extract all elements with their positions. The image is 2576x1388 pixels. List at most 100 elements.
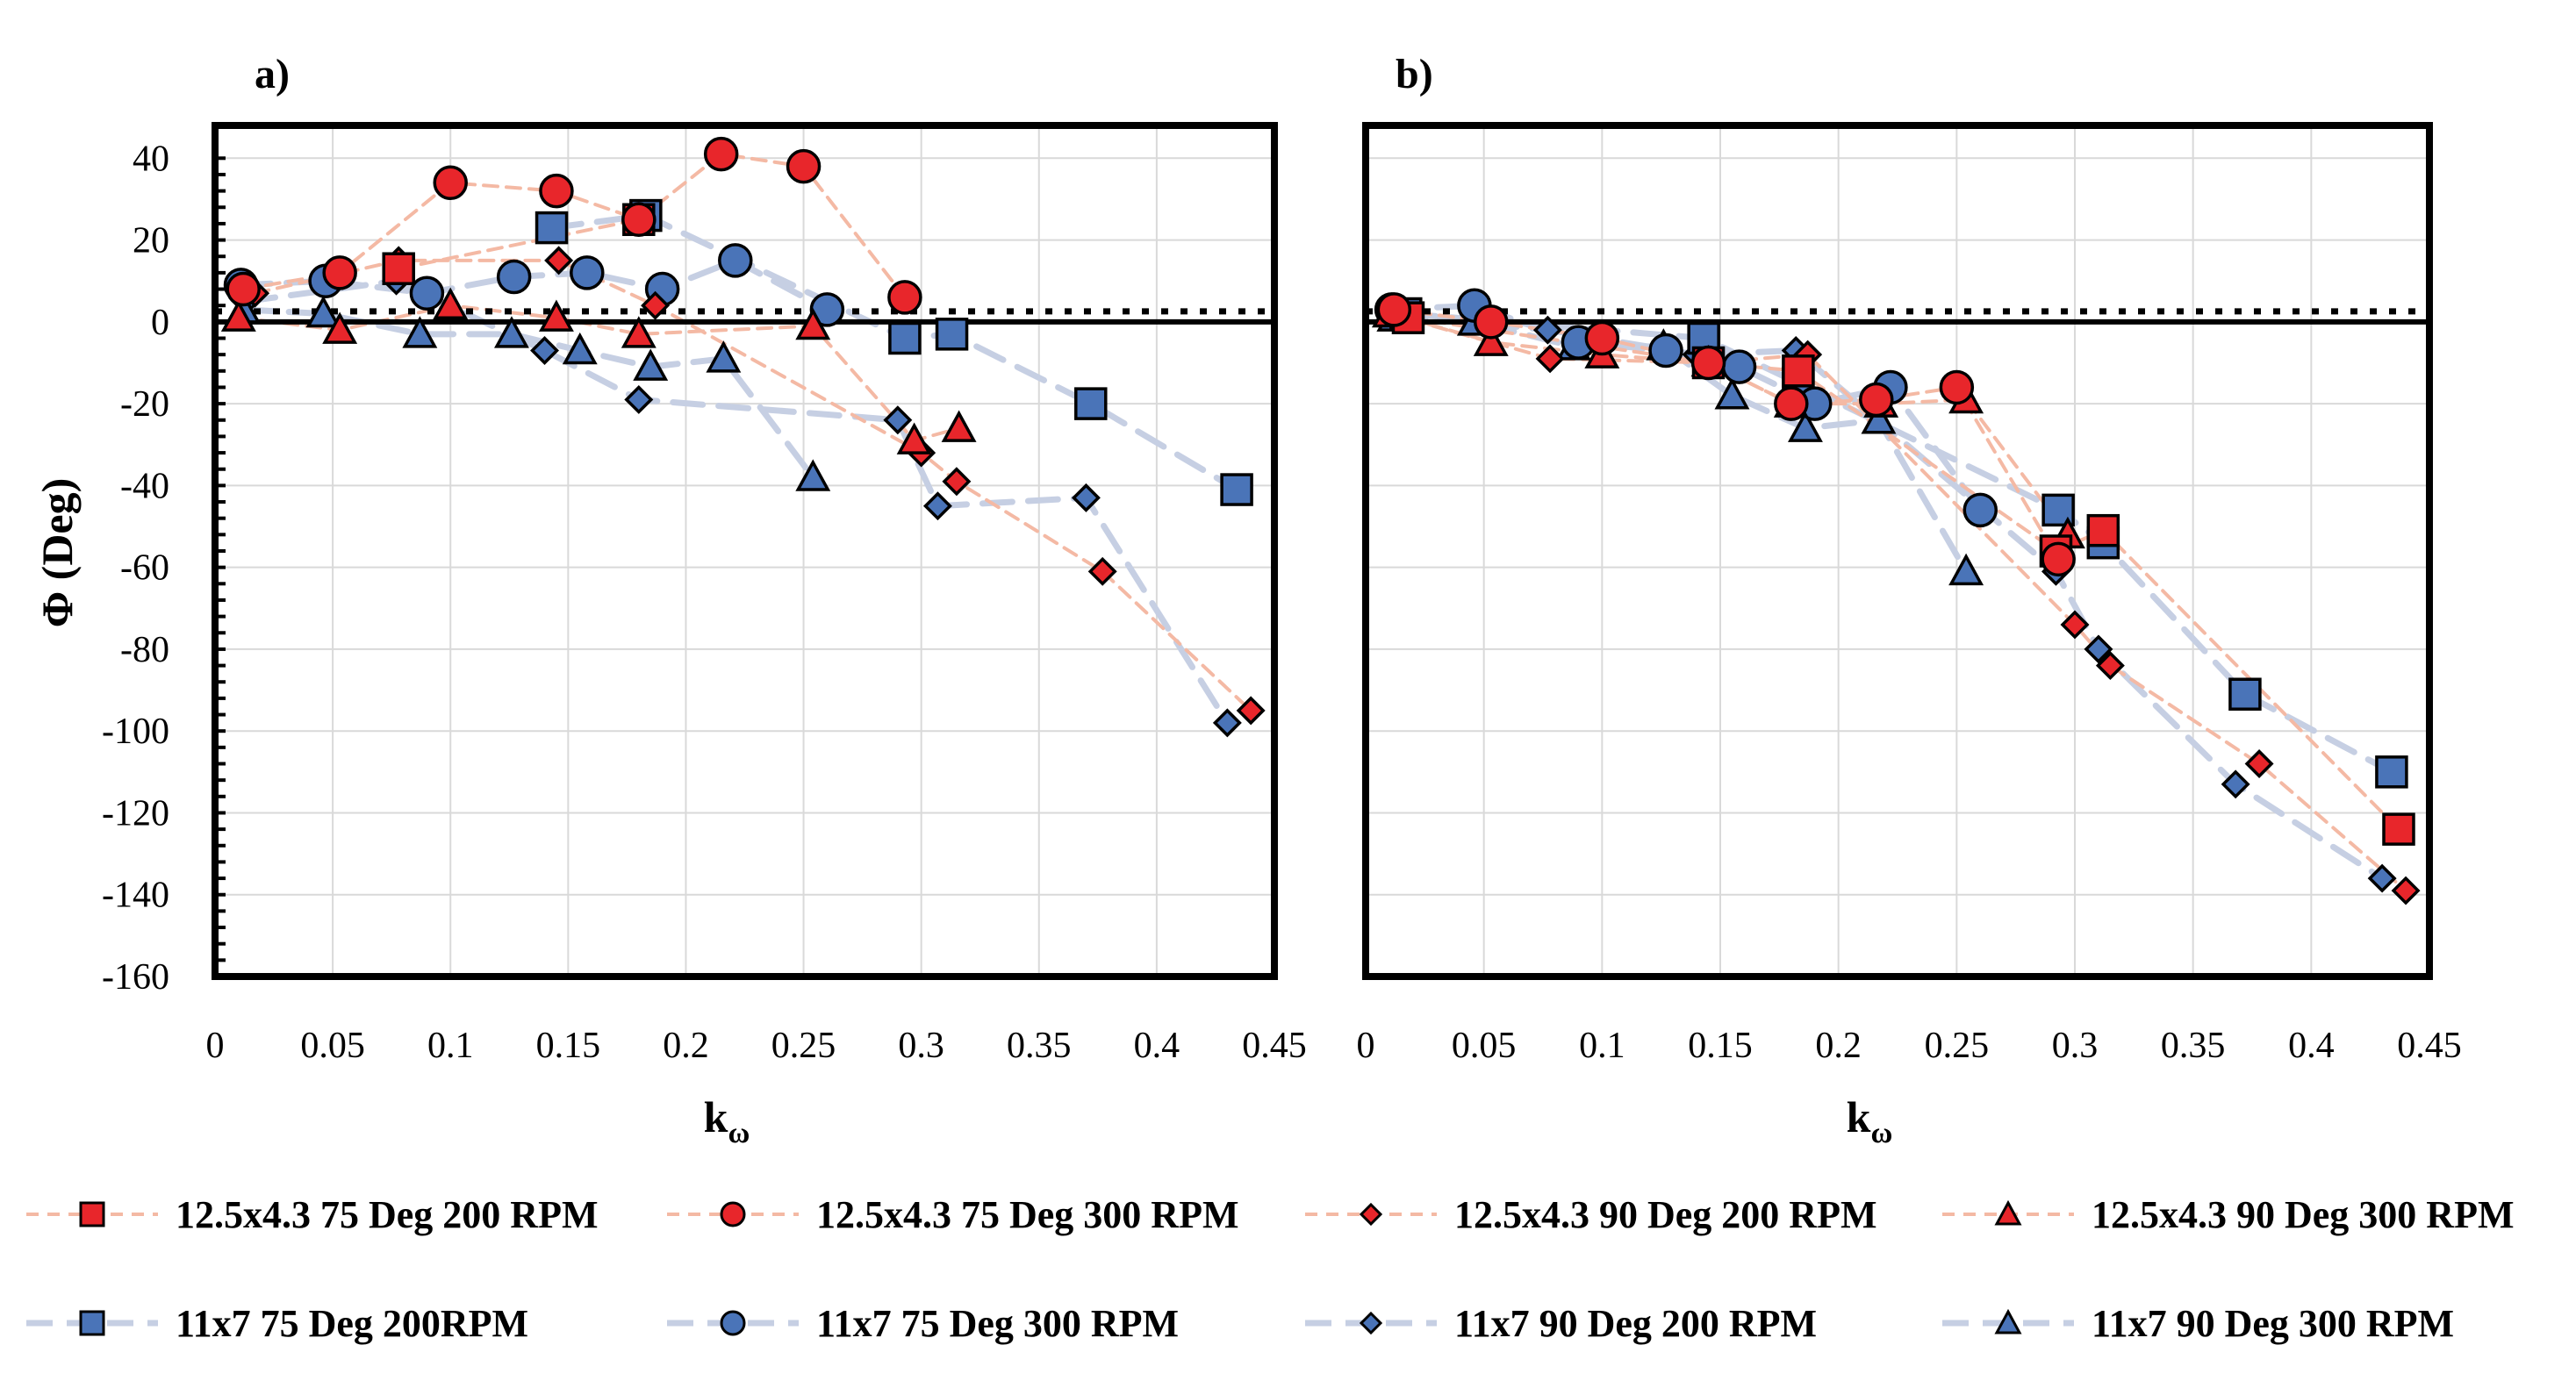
- series-line: [1403, 316, 2408, 893]
- circle-marker: [1939, 369, 1975, 405]
- circle-marker: [1584, 320, 1620, 356]
- diamond-marker: [922, 491, 952, 521]
- y-tick-label: 0: [151, 303, 169, 343]
- series-line: [253, 258, 1253, 712]
- x-tick-label: 0.05: [300, 1026, 365, 1066]
- diamond-marker: [2391, 876, 2421, 905]
- panel-b-frame: [1362, 122, 2433, 980]
- triangle-marker: [305, 295, 341, 328]
- legend-label: 11x7 90 Deg 200 RPM: [1454, 1302, 1817, 1345]
- x-tick-label: 0.15: [1688, 1026, 1753, 1066]
- square-marker: [2228, 677, 2262, 711]
- panel-a-y-ticks: 40 20 0 -20 -40 -60 -80 -100 -120 -140 -160: [102, 139, 169, 998]
- triangle-marker: [941, 410, 977, 442]
- circle-marker: [1376, 292, 1412, 327]
- panel-a-title: a): [255, 51, 290, 97]
- y-tick-label: -120: [102, 793, 169, 834]
- y-tick-label: -40: [120, 466, 169, 506]
- diamond-marker: [2244, 749, 2274, 778]
- diamond-marker: [1071, 483, 1101, 512]
- panel-a-x-axis-label: kω: [704, 1092, 750, 1149]
- y-tick-label: -100: [102, 712, 169, 752]
- circle-marker: [539, 173, 574, 209]
- legend-diamond-marker: [1359, 1202, 1383, 1227]
- x-tick-label: 0.25: [771, 1026, 836, 1066]
- legend-item: 11x7 90 Deg 200 RPM: [1305, 1302, 1817, 1345]
- circle-marker: [809, 292, 845, 327]
- panel-b-x-ticks: 0 0.05 0.1 0.15 0.2 0.25 0.3 0.35 0.4 0.45: [1357, 1026, 2462, 1066]
- circle-marker: [1648, 333, 1683, 368]
- diamond-marker: [2095, 651, 2125, 681]
- triangle-marker: [795, 459, 831, 491]
- legend-label: 11x7 75 Deg 300 RPM: [816, 1302, 1179, 1345]
- circle-marker: [409, 275, 445, 311]
- square-marker: [1074, 387, 1108, 420]
- square-marker: [2382, 812, 2415, 846]
- triangle-marker: [633, 348, 669, 381]
- legend-circle-marker: [720, 1201, 746, 1227]
- x-tick-label: 0.45: [1242, 1026, 1307, 1066]
- diamond-marker: [1532, 315, 1562, 345]
- circle-marker: [1690, 345, 1726, 381]
- triangle-marker: [402, 316, 438, 348]
- legend-square-marker: [79, 1201, 105, 1227]
- circle-marker: [2041, 541, 2076, 577]
- x-tick-label: 0.2: [1815, 1026, 1862, 1066]
- circle-marker: [621, 202, 657, 238]
- square-marker: [1782, 354, 1815, 388]
- diamond-marker: [2221, 769, 2250, 799]
- circle-marker: [1859, 382, 1894, 418]
- diamond-marker: [2367, 863, 2397, 893]
- panel-a-markers: [220, 136, 1266, 738]
- triangle-marker: [538, 299, 574, 332]
- square-marker: [888, 321, 922, 355]
- circle-marker: [433, 165, 468, 201]
- circle-marker: [322, 255, 357, 290]
- triangle-marker: [896, 422, 932, 454]
- legend-item: 12.5x4.3 75 Deg 200 RPM: [26, 1193, 599, 1236]
- triangle-marker: [1948, 553, 1984, 586]
- x-tick-label: 0.3: [2052, 1026, 2099, 1066]
- circle-marker: [570, 255, 605, 290]
- circle-marker: [703, 136, 739, 172]
- square-marker: [935, 318, 969, 351]
- x-tick-label: 0: [206, 1026, 225, 1066]
- square-marker: [382, 252, 415, 285]
- y-tick-label: -60: [120, 548, 169, 589]
- square-marker: [535, 211, 569, 245]
- circle-marker: [226, 271, 261, 307]
- circle-marker: [1774, 386, 1809, 421]
- y-tick-label: -20: [120, 384, 169, 425]
- series-line: [549, 211, 1240, 493]
- panel-b: b) 0 0.05 0.1 0.15 0.2 0.25 0.3 0.35 0.4 0.45 kω: [1357, 51, 2462, 1149]
- y-tick-label: -160: [102, 957, 169, 998]
- legend-item: 11x7 75 Deg 300 RPM: [667, 1302, 1179, 1345]
- diamond-marker: [1535, 344, 1565, 374]
- legend-label: 11x7 90 Deg 300 RPM: [2092, 1302, 2454, 1345]
- triangle-marker: [621, 316, 657, 348]
- panel-a: a) 0 0.05 0.1 0.15 0.2 0.25 0.3 0.35 0.4 0.45 40 2…: [32, 51, 1307, 1149]
- square-marker: [2375, 755, 2408, 789]
- triangle-marker: [322, 311, 358, 344]
- triangle-marker: [1861, 402, 1897, 434]
- square-marker: [1220, 473, 1253, 506]
- x-tick-label: 0.35: [2161, 1026, 2226, 1066]
- circle-marker: [496, 259, 532, 295]
- x-tick-label: 0.4: [1134, 1026, 1180, 1066]
- y-axis-label: Φ (Deg): [32, 478, 82, 628]
- legend-label: 12.5x4.3 75 Deg 300 RPM: [816, 1193, 1239, 1236]
- circle-marker: [1473, 304, 1509, 340]
- triangle-marker: [433, 287, 469, 319]
- circle-marker: [1962, 492, 1998, 528]
- legend-square-marker: [79, 1310, 105, 1336]
- triangle-marker: [706, 340, 742, 373]
- x-tick-label: 0.05: [1452, 1026, 1517, 1066]
- x-tick-label: 0.2: [663, 1026, 709, 1066]
- panel-b-markers: [1371, 288, 2421, 905]
- diamond-marker: [1212, 708, 1242, 738]
- diamond-marker: [1236, 696, 1266, 726]
- diamond-marker: [2060, 610, 2090, 640]
- x-tick-label: 0.45: [2397, 1026, 2462, 1066]
- diamond-marker: [624, 384, 654, 414]
